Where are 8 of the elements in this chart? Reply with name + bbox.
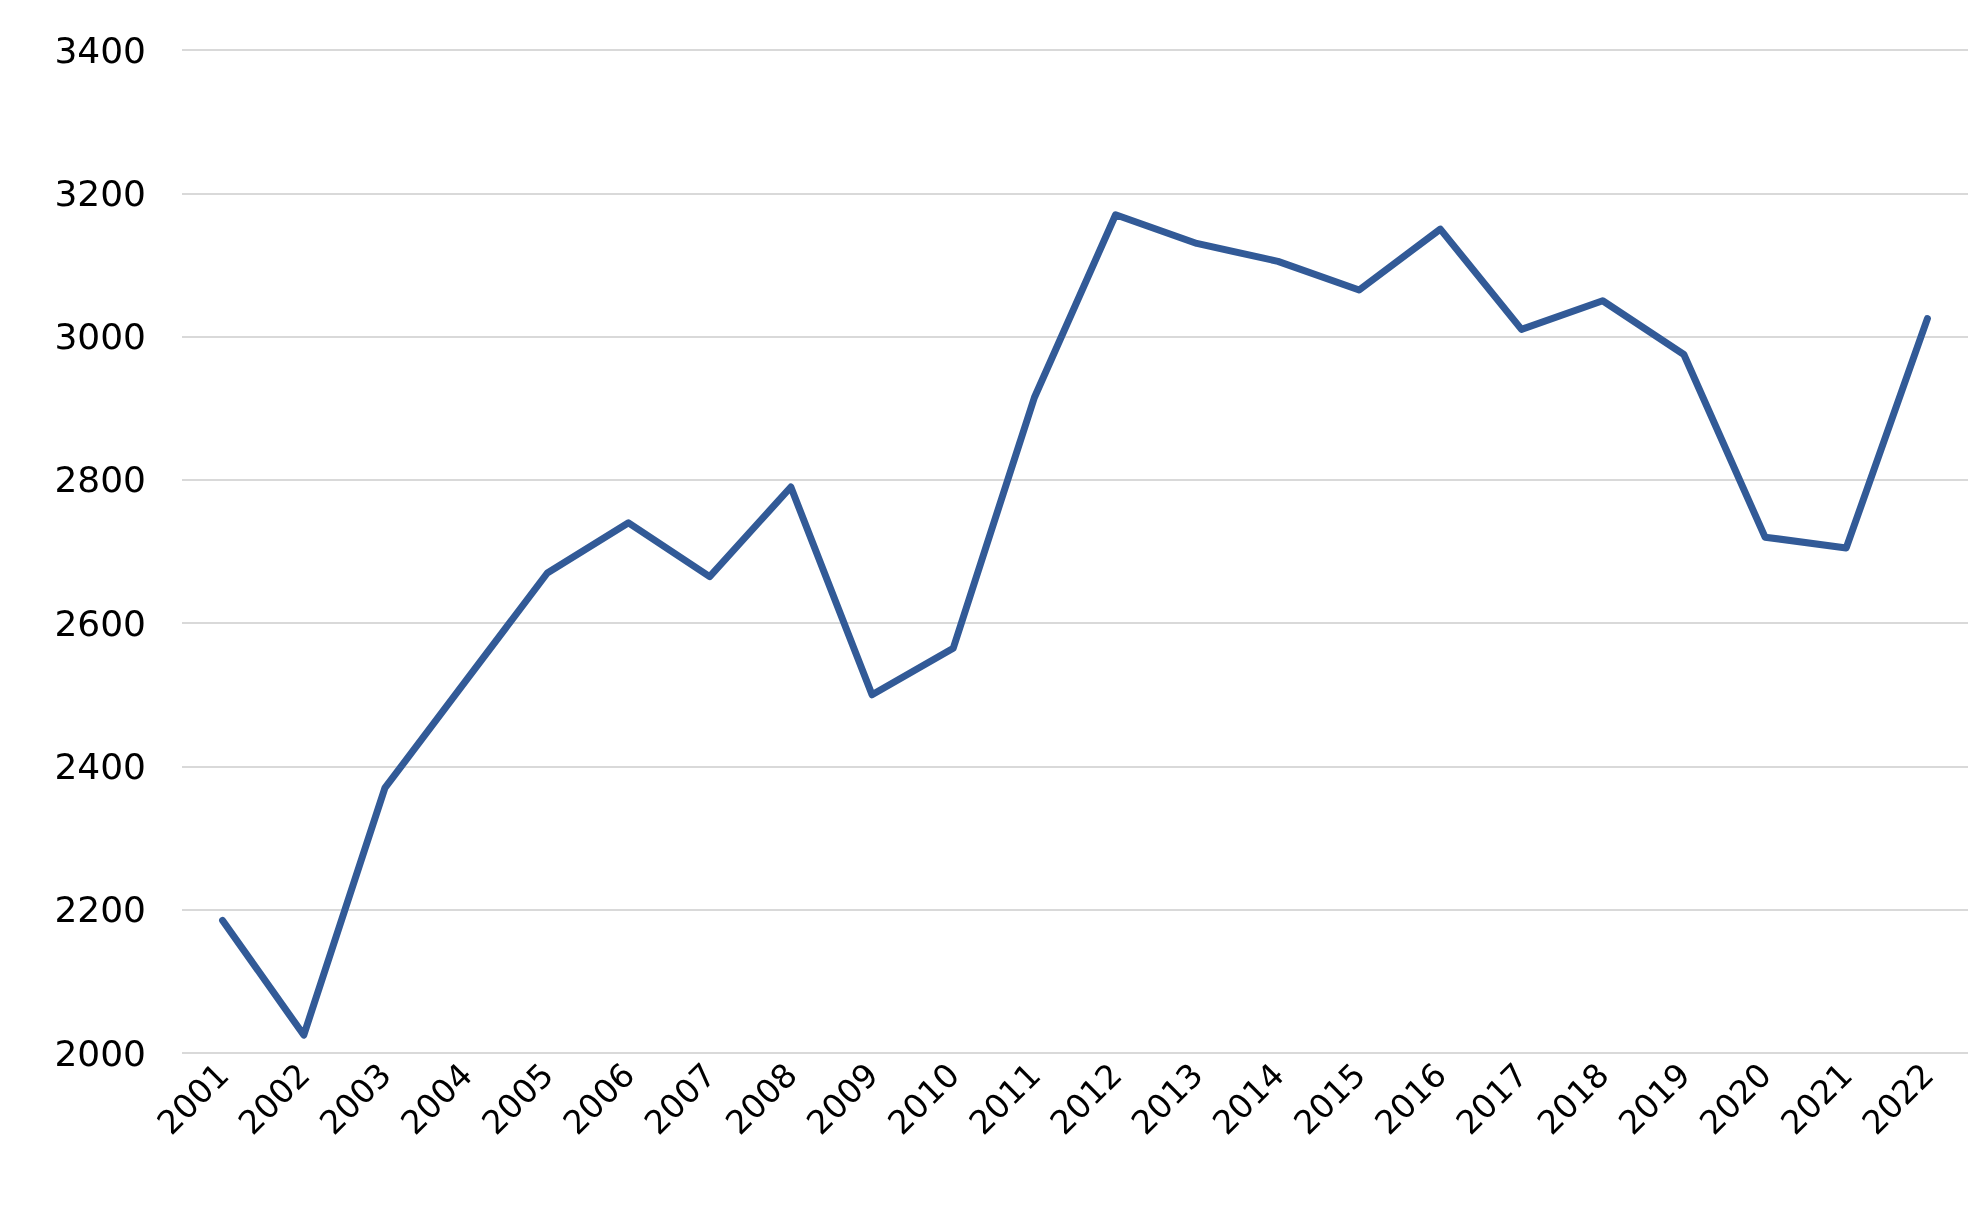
y-tick-label: 2200 bbox=[54, 889, 146, 931]
y-tick-label: 3000 bbox=[54, 316, 146, 358]
y-tick-label: 2600 bbox=[54, 602, 146, 644]
y-tick-label: 2000 bbox=[54, 1032, 146, 1074]
y-tick-label: 2800 bbox=[54, 459, 146, 501]
y-tick-label: 3400 bbox=[54, 29, 146, 71]
y-tick-label: 3200 bbox=[54, 172, 146, 214]
y-tick-label: 2400 bbox=[54, 745, 146, 787]
